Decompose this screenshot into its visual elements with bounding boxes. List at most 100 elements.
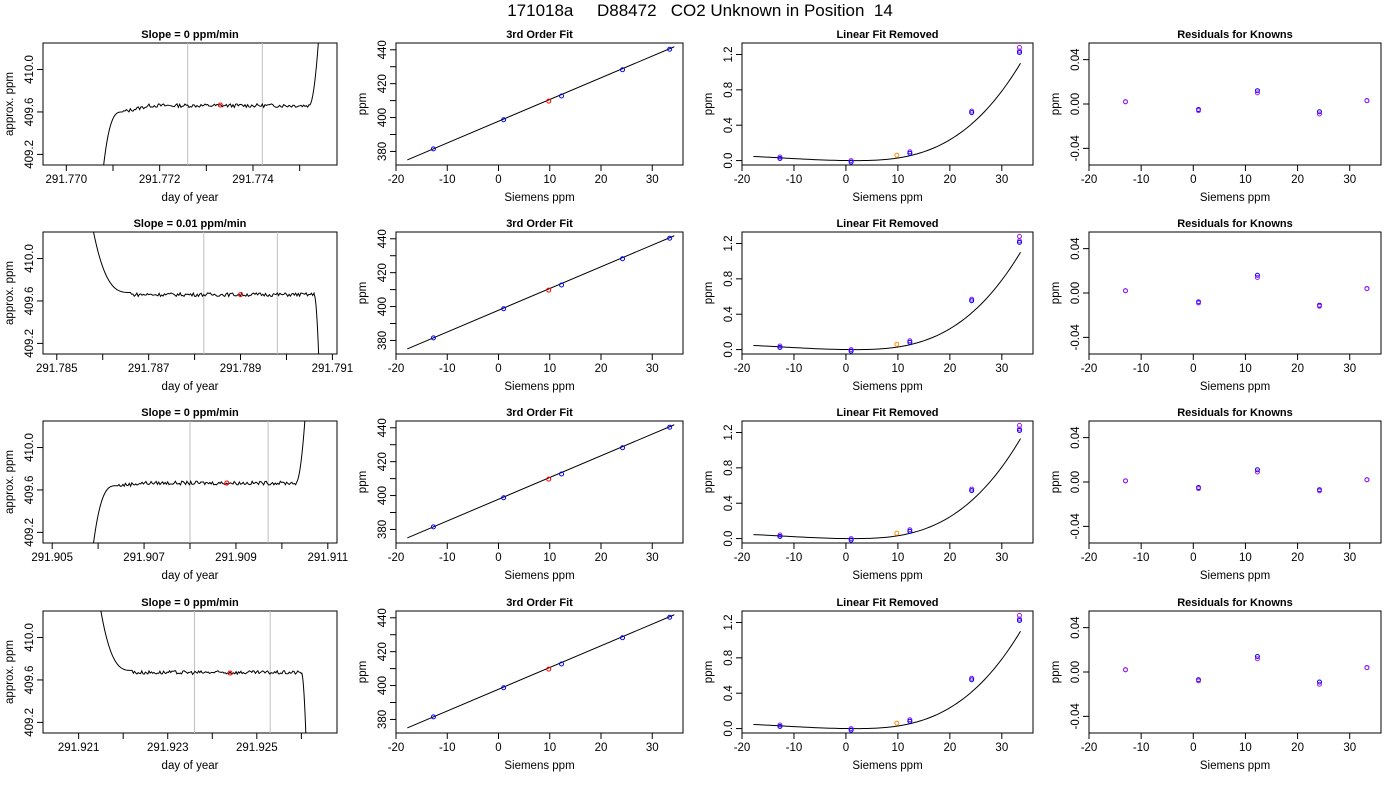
known-standard-point — [501, 685, 507, 691]
linear-fit-removed-panel: Linear Fit Removed -20 -10 0 10 20 30 0.0 0.4 0.8… — [703, 407, 1034, 582]
y-tick-label: 409.6 — [24, 666, 36, 695]
time-series-panel: Slope = 0 ppm/min 291.905 291.907 291.909 29… — [4, 407, 348, 582]
x-tick-label: -20 — [734, 742, 751, 754]
residual-point-repeat — [1254, 90, 1260, 96]
linear-fit-removed-panel: Linear Fit Removed -20 -10 0 10 20 30 0.0 0.4 0.8… — [703, 29, 1034, 204]
y-tick-label: 420 — [377, 642, 389, 661]
third-order-fit-panel: 3rd Order Fit -20 -10 0 10 20 30 380 400 420 440 Si… — [357, 407, 684, 582]
x-tick-label: -10 — [1133, 363, 1150, 375]
residual-point-repeat — [1316, 111, 1322, 117]
residual-point-repeat — [1196, 678, 1201, 684]
x-tick-label: 0 — [1190, 174, 1196, 186]
plot-frame — [42, 610, 338, 734]
y-tick-label: 380 — [377, 331, 389, 350]
y-tick-label: 0.8 — [723, 650, 735, 666]
panel-title: 3rd Order Fit — [506, 597, 573, 609]
y-tick-label: 409.2 — [24, 708, 36, 737]
y-tick-label: 410.0 — [24, 244, 36, 273]
x-tick-label: 30 — [1343, 363, 1356, 375]
x-tick-label: -10 — [1133, 552, 1150, 564]
residual-curve — [753, 62, 1021, 162]
time-series-panel: Slope = 0 ppm/min 291.921 291.923 291.925 40… — [4, 597, 338, 772]
x-tick-label: 0 — [1190, 742, 1196, 754]
x-tick-label: 0 — [495, 363, 501, 375]
unknown-point — [894, 341, 900, 347]
known-standard-point — [620, 256, 626, 262]
plot-frame — [1088, 420, 1382, 544]
x-tick-label: 30 — [1343, 174, 1356, 186]
x-tick-label: 20 — [1291, 363, 1304, 375]
y-axis-label: ppm — [703, 282, 715, 304]
residual-point — [1254, 272, 1260, 278]
known-standard-point — [620, 445, 626, 451]
y-tick-label: -0.04 — [1070, 324, 1082, 351]
residual-point-repeat — [1364, 665, 1370, 671]
x-tick-label: 10 — [891, 363, 904, 375]
x-tick-label: 30 — [646, 552, 659, 564]
known-standard-point-repeat — [1016, 49, 1022, 55]
y-tick-label: 0.8 — [723, 271, 735, 287]
y-tick-label: -0.04 — [1070, 135, 1082, 162]
reference-point — [1016, 422, 1022, 428]
x-tick-label: 291.789 — [220, 363, 262, 375]
y-tick-label: 409.6 — [24, 98, 36, 127]
x-tick-label: 30 — [646, 174, 659, 186]
unknown-point — [894, 152, 900, 158]
residual-point — [1254, 88, 1260, 94]
y-tick-label: 0.8 — [723, 82, 735, 98]
panel-title: 3rd Order Fit — [506, 29, 573, 41]
known-standard-point — [430, 714, 436, 720]
x-axis-label: day of year — [162, 381, 219, 393]
residuals-panel: Residuals for Knowns -20 -10 0 10 20 30 -0.04 0.… — [1050, 218, 1382, 393]
plot-frame — [741, 231, 1034, 355]
unknown-point — [546, 98, 552, 104]
known-standard-point — [501, 306, 507, 312]
x-axis-label: day of year — [162, 760, 219, 772]
x-tick-label: 20 — [595, 552, 608, 564]
x-tick-label: -10 — [1133, 174, 1150, 186]
known-standard-point-repeat — [848, 159, 854, 165]
y-tick-label: 400 — [377, 297, 389, 316]
x-tick-label: -10 — [786, 742, 803, 754]
x-tick-label: 10 — [1239, 742, 1252, 754]
residual-point-repeat — [1316, 681, 1322, 687]
x-tick-label: -20 — [388, 174, 405, 186]
x-axis-label: Siemens ppm — [504, 381, 574, 393]
y-tick-label: 400 — [377, 486, 389, 505]
x-axis-label: day of year — [162, 570, 219, 582]
y-tick-label: 0.0 — [723, 531, 735, 547]
known-standard-point — [430, 146, 436, 152]
x-tick-label: -20 — [1081, 742, 1098, 754]
x-tick-label: -10 — [786, 363, 803, 375]
plot-frame — [741, 42, 1034, 166]
y-tick-label: 400 — [377, 108, 389, 127]
x-tick-label: 20 — [595, 363, 608, 375]
residual-point — [1316, 679, 1322, 685]
mean-point — [217, 102, 223, 108]
x-tick-label: 0 — [843, 552, 849, 564]
x-axis-label: Siemens ppm — [1200, 760, 1270, 772]
panel-title: Slope = 0 ppm/min — [141, 597, 239, 609]
plot-frame — [1088, 42, 1382, 166]
y-axis-label: approx. ppm — [4, 450, 16, 514]
residual-point-repeat — [1364, 477, 1370, 483]
concentration-trace — [93, 421, 306, 543]
residual-point-repeat — [1254, 274, 1260, 280]
x-tick-label: -10 — [439, 363, 456, 375]
x-tick-label: 30 — [646, 742, 659, 754]
y-tick-label: 0.0 — [723, 153, 735, 169]
y-tick-label: 409.2 — [24, 518, 36, 547]
unknown-point — [894, 530, 900, 536]
residual-point-repeat — [1123, 667, 1128, 673]
residual-point-repeat — [1196, 108, 1201, 114]
known-standard-point-repeat — [907, 339, 913, 345]
residual-point — [1254, 653, 1260, 659]
y-axis-label: ppm — [1050, 471, 1062, 493]
residual-point-repeat — [1123, 288, 1128, 294]
x-tick-label: 291.911 — [307, 552, 348, 564]
known-standard-point-repeat — [969, 488, 975, 494]
x-axis-label: Siemens ppm — [852, 381, 922, 393]
x-tick-label: 20 — [1291, 552, 1304, 564]
known-standard-point-repeat — [1016, 427, 1022, 433]
x-tick-label: -20 — [1081, 174, 1098, 186]
